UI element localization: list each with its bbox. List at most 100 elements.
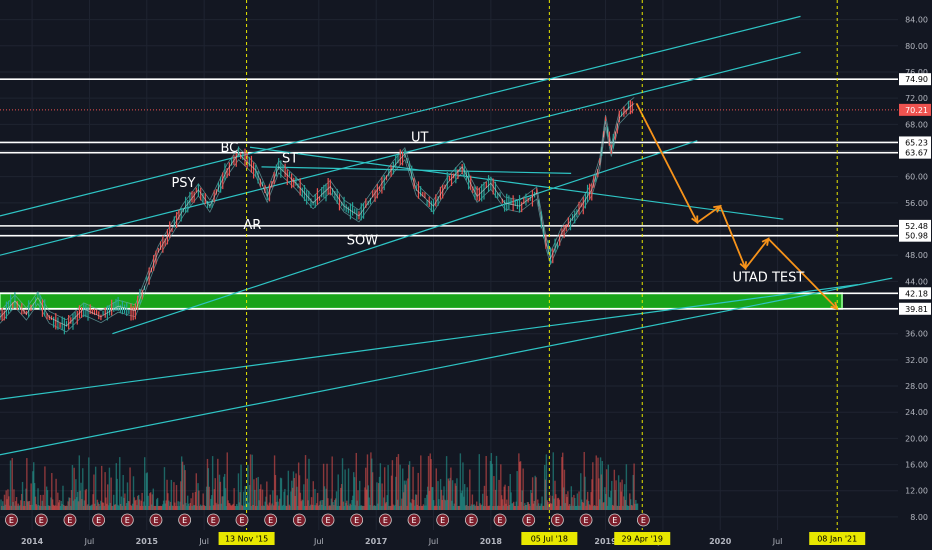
volume-bar xyxy=(303,484,305,510)
volume-bar xyxy=(586,499,588,510)
volume-bar xyxy=(364,487,366,510)
volume-bar xyxy=(140,500,142,510)
earnings-icon[interactable] xyxy=(407,513,421,527)
earnings-icon[interactable] xyxy=(636,513,650,527)
volume-bar xyxy=(195,473,197,510)
volume-bar xyxy=(297,462,300,510)
earnings-icon[interactable] xyxy=(464,513,478,527)
volume-bar xyxy=(574,498,576,510)
volume-bar xyxy=(335,491,338,510)
earnings-icon[interactable] xyxy=(579,513,593,527)
volume-bar xyxy=(180,481,182,510)
volume-bar xyxy=(489,460,492,510)
volume-bar xyxy=(76,491,79,510)
volume-bar xyxy=(188,505,191,510)
volume-bar xyxy=(332,502,334,510)
volume-bar xyxy=(633,463,635,510)
volume-bar xyxy=(359,505,362,510)
volume-bar xyxy=(236,505,239,510)
earnings-icon[interactable] xyxy=(178,513,192,527)
volume-bar xyxy=(539,505,542,510)
volume-bar xyxy=(571,497,573,510)
volume-bar xyxy=(416,504,419,510)
earnings-icon[interactable] xyxy=(608,513,622,527)
earnings-icon[interactable] xyxy=(264,513,278,527)
trend-line[interactable] xyxy=(0,284,858,400)
volume-bar xyxy=(39,505,41,510)
volume-bar xyxy=(93,474,95,510)
volume-bar xyxy=(630,505,633,510)
earnings-icon[interactable] xyxy=(378,513,392,527)
volume-bar xyxy=(366,454,369,510)
volume-bar xyxy=(328,505,331,510)
volume-bar xyxy=(14,501,17,510)
volume-bar xyxy=(309,504,312,510)
volume-bar xyxy=(127,500,130,510)
volume-bar xyxy=(604,487,606,510)
trend-line[interactable] xyxy=(112,140,698,335)
earnings-icon[interactable] xyxy=(5,513,18,527)
trend-line[interactable] xyxy=(0,15,801,217)
volume-bar xyxy=(379,463,382,510)
earnings-icon[interactable] xyxy=(493,513,507,527)
earnings-icon[interactable] xyxy=(149,513,163,527)
volume-bar xyxy=(155,505,157,510)
earnings-icon[interactable] xyxy=(321,513,335,527)
volume-bar xyxy=(570,486,573,510)
earnings-label: E xyxy=(268,516,273,525)
volume-bar xyxy=(624,499,627,510)
trend-line[interactable] xyxy=(249,146,784,220)
earnings-icon[interactable] xyxy=(63,513,77,527)
earnings-icon[interactable] xyxy=(34,513,48,527)
earnings-icon[interactable] xyxy=(206,513,220,527)
volume-bar xyxy=(426,486,429,510)
volume-bar xyxy=(168,500,170,510)
volume-bar xyxy=(51,473,53,510)
volume-bar xyxy=(174,506,177,510)
volume-bar xyxy=(85,488,87,510)
volume-bar xyxy=(565,494,567,510)
earnings-icon[interactable] xyxy=(120,513,134,527)
volume-bar xyxy=(338,505,340,510)
volume-bar xyxy=(479,503,481,510)
volume-bar xyxy=(340,484,343,510)
volume-bar xyxy=(367,485,370,510)
volume-bar xyxy=(118,505,120,510)
volume-bar xyxy=(60,500,62,510)
volume-bar xyxy=(606,505,609,510)
earnings-icon[interactable] xyxy=(350,513,364,527)
earnings-icon[interactable] xyxy=(436,513,450,527)
level-price-tag xyxy=(899,136,931,149)
volume-bar xyxy=(562,487,565,510)
volume-bar xyxy=(270,505,272,510)
earnings-icon[interactable] xyxy=(92,513,106,527)
volume-bar xyxy=(51,499,54,510)
volume-bar xyxy=(259,488,261,510)
volume-bar xyxy=(3,494,6,510)
volume-bar xyxy=(187,503,190,510)
volume-bar xyxy=(62,485,64,510)
volume-bar xyxy=(58,499,61,510)
volume-bar xyxy=(365,489,368,510)
x-tick-label: Jul xyxy=(198,537,209,546)
volume-bar xyxy=(616,505,618,510)
projection-path[interactable] xyxy=(635,102,838,310)
volume-bar xyxy=(334,500,336,510)
volume-bar xyxy=(9,460,12,510)
volume-bar xyxy=(577,505,579,510)
earnings-icon[interactable] xyxy=(550,513,564,527)
level-price-tag xyxy=(899,229,931,242)
volume-bar xyxy=(21,481,24,510)
volume-bar xyxy=(554,480,556,510)
volume-bar xyxy=(260,484,262,510)
trend-line[interactable] xyxy=(0,277,893,456)
volume-bar xyxy=(452,505,455,510)
earnings-label: E xyxy=(211,516,216,525)
earnings-icon[interactable] xyxy=(522,513,536,527)
trend-line[interactable] xyxy=(261,166,572,174)
volume-bar xyxy=(395,476,397,510)
earnings-icon[interactable] xyxy=(292,513,306,527)
volume-bar xyxy=(433,500,435,510)
earnings-icon[interactable] xyxy=(235,513,249,527)
